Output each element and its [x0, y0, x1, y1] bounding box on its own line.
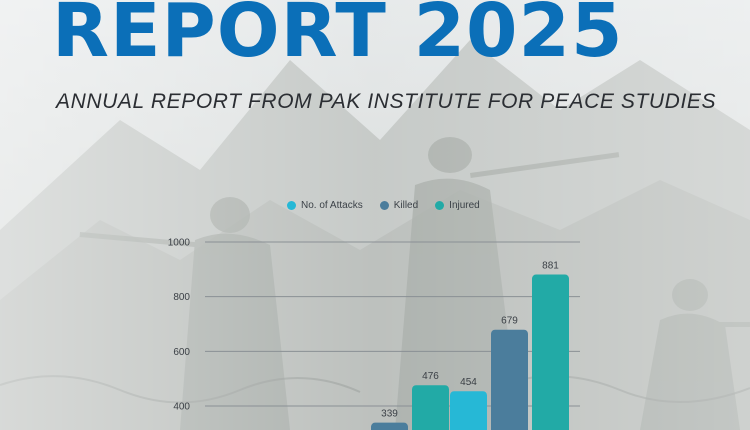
y-tick-label-600: 600 [173, 347, 190, 358]
data-label-attacks-2: 454 [460, 377, 477, 388]
bar-killed-2 [491, 329, 528, 430]
chart-legend: No. of Attacks Killed Injured [287, 200, 480, 211]
legend-dot-attacks [287, 201, 296, 210]
y-tick-label-800: 800 [173, 292, 190, 303]
legend-item-attacks: No. of Attacks [287, 200, 363, 211]
legend-label-killed: Killed [393, 200, 419, 211]
legend-dot-injured [435, 201, 445, 210]
y-tick-label-1000: 1000 [168, 238, 191, 249]
legend-label-attacks: No. of Attacks [301, 200, 363, 211]
legend-dot-killed [379, 201, 389, 210]
data-label-injured-2: 881 [542, 261, 559, 272]
data-label-killed-1: 339 [381, 409, 398, 420]
legend-label-injured: Injured [449, 200, 480, 211]
page-subtitle: ANNUAL REPORT FROM PAK INSTITUTE FOR PEA… [56, 90, 717, 113]
bar-injured-2 [532, 274, 569, 430]
legend-item-injured: Injured [435, 200, 480, 211]
y-tick-label-400: 400 [173, 402, 190, 413]
bar-killed-1 [371, 422, 408, 430]
bar-injured-1 [412, 385, 449, 430]
data-label-injured-1: 476 [422, 371, 439, 382]
page-title: REPORT 2025 [52, 0, 624, 74]
legend-item-killed: Killed [379, 200, 419, 211]
data-label-killed-2: 679 [501, 316, 518, 327]
bar-attacks-2 [450, 391, 487, 430]
